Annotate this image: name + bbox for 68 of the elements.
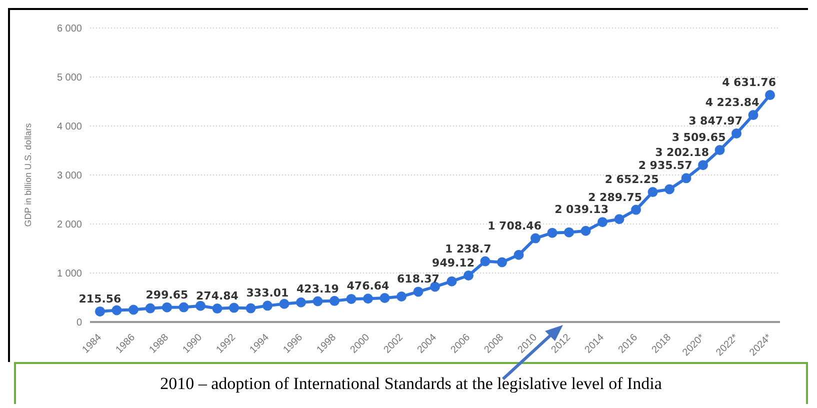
point [330,296,340,306]
point [95,306,105,316]
point [681,173,692,184]
y-tick-label: 4 000 [56,122,82,133]
point [246,303,256,314]
data-label: 215.56 [78,292,122,306]
point [229,302,239,313]
data-label: 1 708.46 [488,219,542,232]
point [446,276,457,286]
data-label: 299.65 [146,288,188,302]
data-label: 333.01 [246,286,289,300]
data-label: 423.19 [296,282,339,296]
point [748,110,758,120]
y-tick-label: 2 000 [56,220,82,231]
point [346,294,356,304]
y-tick-label: 6 000 [56,24,82,35]
point [128,304,138,315]
point [112,305,122,316]
point [464,270,474,280]
point [564,227,574,238]
data-label: 476.64 [346,280,390,293]
data-label: 2 289.75 [588,190,642,204]
point [631,204,641,215]
point [363,294,373,304]
point [178,302,189,312]
point [145,303,156,314]
data-label: 618.37 [397,272,440,286]
data-label: 1 238.7 [444,242,492,256]
point [514,250,524,260]
data-label: 2 935.57 [638,159,692,172]
point [598,217,608,228]
point [698,160,708,170]
point [162,302,172,312]
y-tick-label: 5 000 [56,72,82,84]
point [296,297,306,308]
point [480,256,490,266]
point [212,304,222,314]
y-tick-label: 3 000 [56,170,82,182]
point [580,226,591,236]
point [396,292,406,302]
point [714,145,725,156]
y-tick-label: 0 [76,318,82,329]
point [765,90,775,100]
point [497,257,507,268]
point [413,286,424,297]
point [312,296,323,306]
data-label: 3 847.97 [688,114,742,128]
data-label: 274.84 [196,290,239,303]
data-label: 3 202.18 [655,146,709,160]
point [530,233,540,244]
data-label: 2 652.25 [604,173,659,186]
point [732,128,742,138]
data-label: 2 039.13 [554,203,608,216]
point [380,292,390,303]
data-label: 3 509.65 [672,131,726,144]
point [547,228,558,238]
y-axis-title: GDP in billion U.S. dollars [23,122,34,227]
point [614,214,624,224]
point [648,187,658,198]
point [279,298,290,309]
data-label: 4 631.76 [722,76,776,90]
y-tick-label: 1 000 [56,268,82,280]
point [262,300,272,311]
text: 2010 – adoption of International Standards at the legislative level of India [14,362,808,404]
data-label: 949.12 [432,256,474,270]
point [196,300,206,311]
data-label: 4 223.84 [705,96,760,110]
point [664,184,674,194]
